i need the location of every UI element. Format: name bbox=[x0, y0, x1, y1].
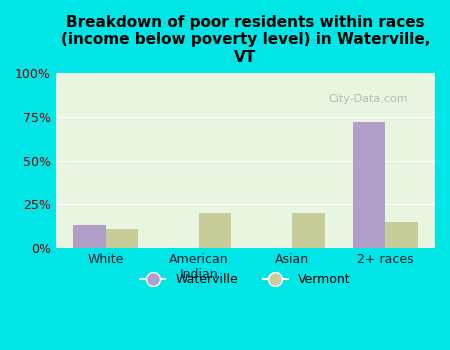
Bar bbox=[106, 229, 138, 248]
Bar bbox=[352, 122, 385, 248]
Text: City-Data.com: City-Data.com bbox=[329, 94, 409, 104]
Bar bbox=[385, 222, 418, 248]
Bar bbox=[73, 225, 106, 248]
Title: Breakdown of poor residents within races
(income below poverty level) in Watervi: Breakdown of poor residents within races… bbox=[61, 15, 430, 65]
Legend: Waterville, Vermont: Waterville, Vermont bbox=[135, 268, 356, 291]
Bar bbox=[199, 213, 231, 248]
Bar bbox=[292, 213, 324, 248]
